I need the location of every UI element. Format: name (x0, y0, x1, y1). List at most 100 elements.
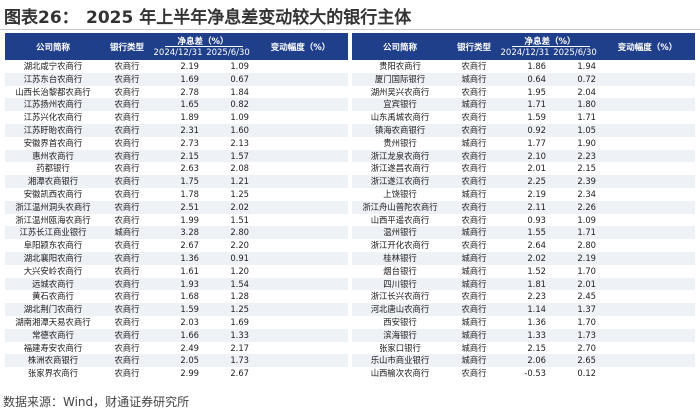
header-bank: 公司简称 (35, 43, 70, 53)
nim-2024: 2.49 (180, 342, 199, 353)
header-date-2025: 2025/6/30 (206, 48, 250, 58)
nim-2024: 2.73 (180, 137, 199, 148)
bank-type: 农商行 (114, 329, 140, 340)
bank-type: 农商行 (114, 137, 140, 148)
bank-type: 城商行 (461, 265, 487, 276)
header-bank: 公司简称 (382, 43, 417, 53)
bank-type: 农商行 (461, 368, 487, 379)
nim-2025: 1.21 (230, 176, 249, 187)
nim-2025: 2.19 (577, 252, 596, 263)
bank-type: 城商行 (461, 188, 487, 199)
right-panel: 公司简称 银行类型 净息差（%） 2024/12/31 2025/6/30 变动… (352, 33, 695, 383)
nim-2025: 1.80 (577, 99, 596, 110)
nim-2025: 1.09 (577, 214, 596, 225)
bank-type: 农商行 (114, 86, 140, 97)
nim-2024: 1.89 (180, 112, 199, 123)
nim-2025: 1.37 (577, 304, 596, 315)
bank-name: 江苏长江商业银行 (19, 227, 87, 238)
bank-type: 农商行 (461, 150, 487, 161)
bank-name: 湖南湘潭天易农商行 (15, 316, 91, 327)
bank-type: 农商行 (461, 304, 487, 315)
nim-2025: 1.20 (230, 265, 249, 276)
nim-2025: 1.33 (230, 329, 249, 340)
bank-type: 农商行 (114, 304, 140, 315)
nim-2025: 1.28 (230, 291, 249, 302)
bank-name: 阜阳颍东农商行 (23, 240, 83, 251)
left-panel: 公司简称 银行类型 净息差（%） 2024/12/31 2025/6/30 变动… (5, 33, 348, 383)
bank-name: 湖州吴兴农商行 (370, 86, 430, 97)
bank-type: 城商行 (461, 99, 487, 110)
nim-2025: 0.67 (230, 73, 249, 84)
nim-2025: 1.71 (577, 227, 596, 238)
nim-2024: 1.95 (527, 86, 546, 97)
bank-type: 农商行 (461, 291, 487, 302)
nim-2024: 2.63 (180, 163, 199, 174)
bank-name: 贵阳农商行 (379, 61, 421, 71)
bank-type: 城商行 (461, 252, 487, 263)
header-change: 变动幅度（%） (270, 43, 331, 53)
nim-2025: 2.80 (230, 227, 249, 238)
nim-2024: 0.93 (527, 214, 546, 225)
header-divider (165, 46, 243, 47)
bank-type: 农商行 (114, 252, 140, 263)
nim-2025: 2.20 (230, 240, 249, 251)
header-date-2024: 2024/12/31 (153, 48, 203, 58)
nim-2024: 2.15 (180, 150, 199, 161)
bank-name: 江苏盱眙农商行 (23, 124, 83, 135)
bank-type: 农商行 (114, 112, 140, 123)
bank-type: 城商行 (461, 73, 487, 84)
nim-2024: 1.66 (180, 329, 199, 340)
bank-name: 湖北荆门农商行 (23, 304, 83, 315)
nim-2024: 0.64 (527, 73, 546, 84)
nim-2025: 2.39 (577, 176, 596, 187)
nim-2024: 3.28 (180, 227, 199, 238)
nim-2025: 2.34 (577, 188, 596, 199)
bank-name: 张家界农商行 (27, 368, 79, 379)
bank-type: 农商行 (114, 291, 140, 302)
nim-2024: 0.92 (527, 124, 546, 135)
nim-2025: 1.90 (577, 137, 596, 148)
bank-type: 农商行 (114, 188, 140, 199)
nim-2025: 2.08 (230, 163, 249, 174)
bank-type: 农商行 (114, 73, 140, 84)
bank-type: 城商行 (461, 342, 487, 353)
nim-2024: 2.01 (527, 163, 546, 174)
nim-2024: 2.11 (527, 201, 546, 212)
nim-2024: 2.64 (527, 240, 546, 251)
bank-name: 贵州银行 (383, 137, 417, 148)
left-rows: 湖北咸宁农商行农商行2.191.09-1.10江苏东台农商行农商行1.690.6… (5, 60, 348, 380)
figure-title: 2025 年上半年净息差变动较大的银行主体 (86, 8, 412, 28)
nim-2025: 2.26 (577, 201, 596, 212)
nim-2024: 1.77 (527, 137, 546, 148)
nim-2025: 1.05 (577, 124, 596, 135)
nim-2024: 2.51 (180, 201, 199, 212)
nim-2024: 2.23 (527, 291, 546, 302)
bank-type: 农商行 (114, 355, 140, 366)
bank-name: 浙江龙泉农商行 (370, 150, 430, 161)
nim-2025: 1.25 (230, 304, 249, 315)
nim-2024: 1.33 (527, 329, 546, 340)
nim-2024: 1.36 (180, 252, 199, 263)
bank-type: 农商行 (461, 201, 487, 212)
